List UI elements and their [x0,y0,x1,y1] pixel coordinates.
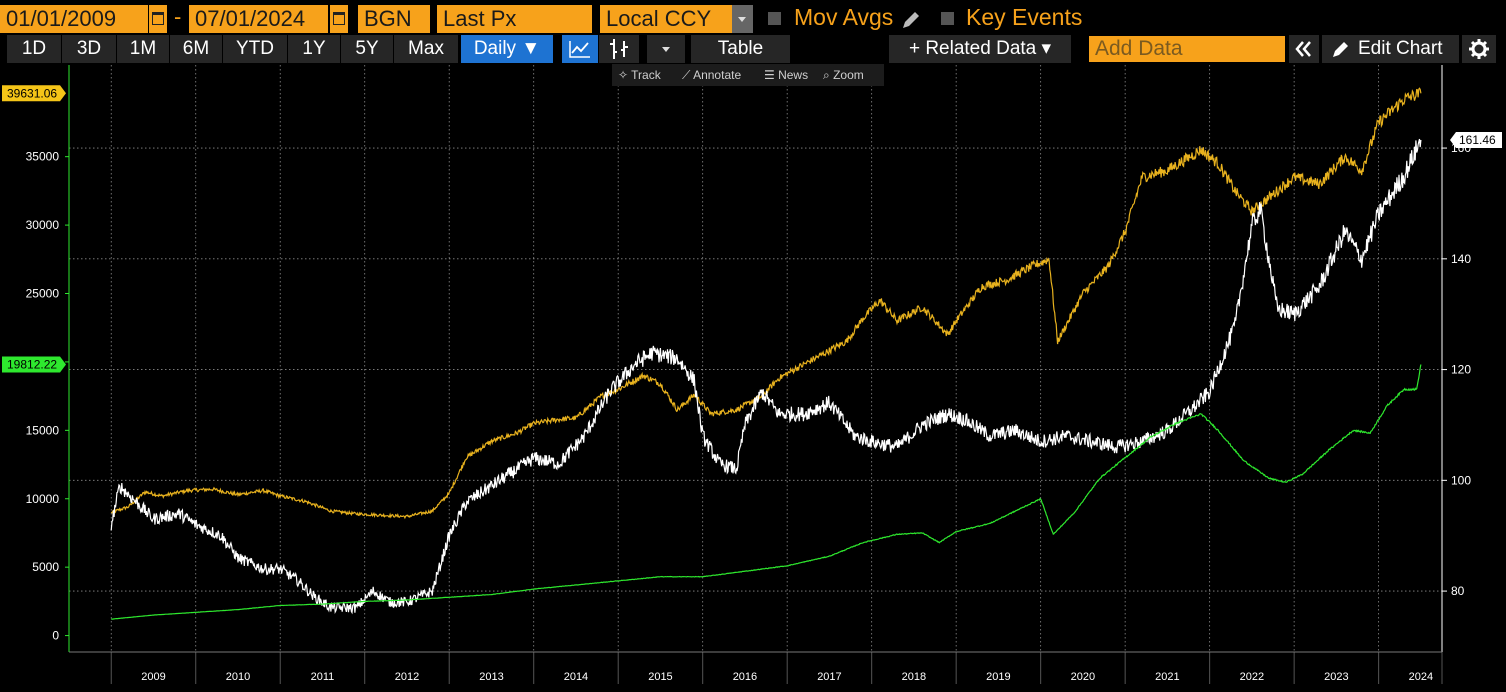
line-chart-icon [569,41,590,58]
key-events-label[interactable]: Key Events [966,4,1083,30]
annotate-tool[interactable]: ⟋ Annotate [682,68,742,82]
left-tick-label: 0 [52,629,59,643]
end-date-field[interactable]: 07/01/2024 [189,5,328,33]
green-series-line [111,364,1422,620]
track-tool[interactable]: ✧ Track [618,68,661,82]
news-tool[interactable]: ☰ News [764,68,809,82]
x-tick-label: 2020 [1071,671,1095,683]
period-1d-button[interactable]: 1D [7,35,61,63]
right-tick-label: 120 [1451,363,1471,377]
x-tick-label: 2009 [141,671,165,683]
chart-series [110,87,1422,620]
x-tick-label: 2018 [902,671,926,683]
x-tick-label: 2014 [564,671,588,683]
end-date-picker[interactable] [330,5,348,33]
yellow-series-line [110,87,1422,520]
related-data-dropdown[interactable]: + Related Data ▾ [889,35,1071,63]
green-last-value-tag-box [2,356,66,373]
start-date-picker[interactable] [149,5,167,33]
x-tick-label: 2024 [1409,671,1433,683]
green-last-value-tag: 19812.22 [2,356,66,373]
x-tick-label: 2023 [1324,671,1348,683]
period-ytd-button[interactable]: YTD [223,35,287,63]
zoom-label: Zoom [833,68,864,82]
x-tick-label: 2022 [1240,671,1264,683]
ohlc-bar-icon [610,39,628,59]
price-field-selector[interactable]: Last Px [437,5,592,33]
x-tick-label: 2011 [311,671,335,683]
edit-chart-label: Edit Chart [1358,38,1443,59]
line-chart-type-button[interactable] [562,35,598,63]
currency-dropdown-arrow[interactable] [732,5,753,33]
x-tick-label: 2021 [1155,671,1179,683]
period-1y-button[interactable]: 1Y [288,35,340,63]
left-tick-label: 25000 [26,287,60,301]
news-label: News [778,68,809,82]
period-1m-button[interactable]: 1M [117,35,169,63]
yellow-last-value-tag-value: 39631.06 [7,86,57,100]
right-tick-label: 80 [1451,584,1465,598]
start-date-field[interactable]: 01/01/2009 [0,5,148,33]
left-tick-label: 15000 [26,423,60,437]
white-last-value: 161.46 [1459,133,1496,147]
period-5y-button[interactable]: 5Y [341,35,393,63]
period-max-button[interactable]: Max [394,35,458,63]
table-button[interactable]: Table [691,35,790,63]
mov-avgs-checkbox[interactable] [768,12,781,25]
chart-axes: 2009 2010 2011 2012 2013 2014 2015 2016 2017 2018… [2,65,1502,683]
yellow-last-value-tag-box [2,85,66,102]
edit-chart-button[interactable]: Edit Chart [1322,35,1459,63]
settings-button[interactable] [1462,35,1496,63]
frequency-dropdown[interactable]: Daily ▼ [461,35,553,63]
green-last-value-tag-value: 19812.22 [7,357,57,371]
left-tick-label: 10000 [26,492,60,506]
bar-chart-type-button[interactable] [599,35,639,63]
date-range-separator: - [174,4,182,29]
chart-tools-bar: ✧ Track ⟋ Annotate ☰ News ⌕ Zoom [612,64,884,86]
left-tick-label: 35000 [26,150,60,164]
calendar-icon [152,12,164,25]
double-chevron-left-icon [1295,41,1311,57]
add-data-input[interactable]: Add Data [1089,36,1285,62]
white-series-line [110,138,1422,615]
white-last-value-tag: 161.46 [1450,131,1502,148]
left-tick-label: 5000 [32,560,59,574]
zoom-tool[interactable]: ⌕ Zoom [823,68,864,82]
chart-grid [69,65,1443,684]
x-tick-label: 2013 [479,671,503,683]
gear-icon [1469,39,1489,59]
left-tick-label: 30000 [26,218,60,232]
x-tick-label: 2019 [986,671,1010,683]
currency-selector[interactable]: Local CCY [600,5,732,33]
x-tick-label: 2015 [648,671,672,683]
right-tick-label: 140 [1451,252,1471,266]
calendar-icon [333,12,345,25]
x-tick-label: 2016 [733,671,757,683]
x-tick-label: 2012 [395,671,419,683]
chart-settings-bar: 01/01/2009 - 07/01/2024 BGN Last Px Loca… [0,0,1506,36]
annotate-label: Annotate [693,68,742,82]
key-events-checkbox[interactable] [941,12,954,25]
period-3d-button[interactable]: 3D [62,35,116,63]
white-last-value-box [1450,131,1502,148]
track-label: Track [631,68,661,82]
collapse-panel-button[interactable] [1289,35,1319,63]
yellow-last-value-tag: 39631.06 [2,85,66,102]
x-tick-label: 2017 [817,671,841,683]
caret-down-icon [662,47,670,52]
pricing-source-field[interactable]: BGN [358,5,430,33]
x-tick-label: 2010 [226,671,250,683]
chart-type-dropdown[interactable] [647,35,685,63]
chart-toolbar: 1D 3D 1M 6M YTD 1Y 5Y Max Daily ▼ Table … [0,35,1506,63]
period-6m-button[interactable]: 6M [170,35,222,63]
mov-avgs-label[interactable]: Mov Avgs [794,4,894,30]
right-tick-label: 100 [1451,473,1471,487]
pencil-icon[interactable] [900,9,922,31]
pencil-icon [1333,42,1348,57]
